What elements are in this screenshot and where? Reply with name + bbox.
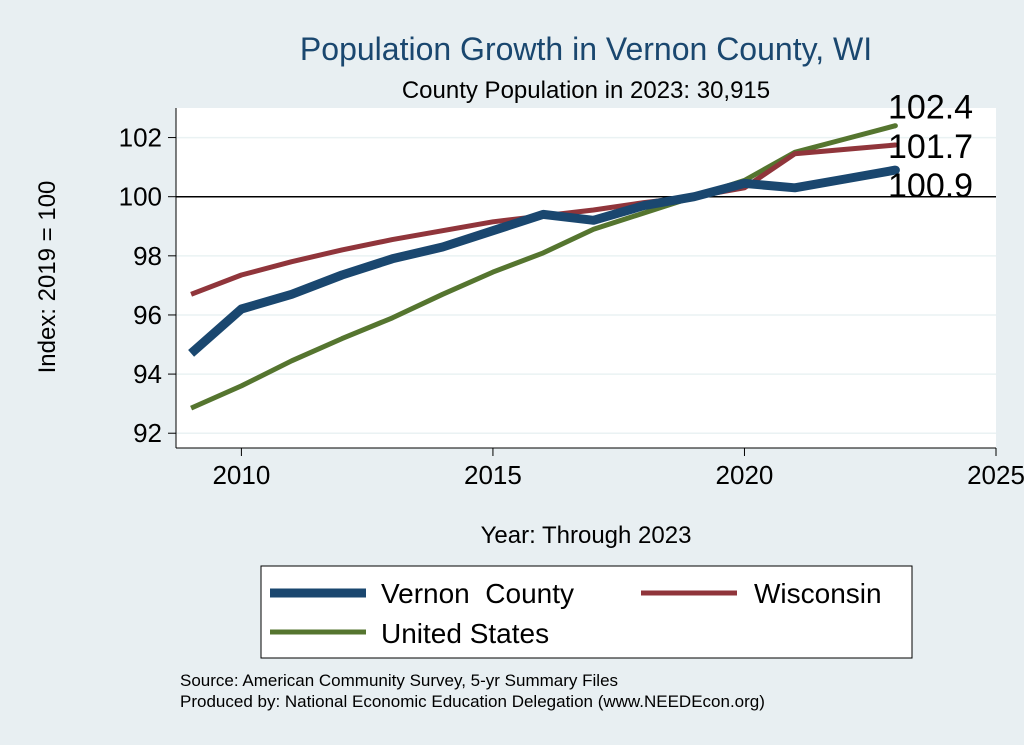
series-end-marker [892, 142, 898, 148]
end-label: 100.9 [888, 167, 973, 205]
series-line-vernon-county [188, 165, 897, 357]
producer-note: Produced by: National Economic Education… [180, 692, 765, 711]
y-tick-label: 102 [119, 123, 162, 153]
plot-area [176, 108, 996, 448]
x-tick-label: 2010 [212, 460, 270, 490]
x-axis-ticks: 2010 2015 2020 2025 [212, 448, 1024, 490]
x-tick-label: 2025 [967, 460, 1024, 490]
chart-title: Population Growth in Vernon County, WI [300, 31, 872, 67]
series-line-united-states [190, 123, 897, 411]
legend-box [260, 565, 913, 659]
series-group [188, 123, 900, 411]
x-tick-label: 2015 [464, 460, 522, 490]
series-end-marker [890, 165, 900, 175]
source-note: Source: American Community Survey, 5-yr … [180, 671, 619, 690]
chart-subtitle: County Population in 2023: 30,915 [402, 77, 770, 104]
footer: Source: American Community Survey, 5-yr … [180, 670, 765, 712]
chart: Population Growth in Vernon County, WI C… [34, 31, 1024, 659]
y-tick-label: 96 [133, 300, 162, 330]
end-label: 102.4 [888, 89, 973, 127]
y-tick-label: 92 [133, 418, 162, 448]
y-axis-label: Index: 2019 = 100 [34, 181, 61, 374]
legend-label-vernon: Vernon County [381, 578, 574, 609]
series-end-marker [892, 123, 898, 129]
y-tick-label: 98 [133, 241, 162, 271]
end-label: 101.7 [888, 128, 973, 166]
y-tick-label: 94 [133, 359, 162, 389]
y-axis-ticks: 92 94 96 98 100 102 [119, 123, 176, 448]
legend-label-wisconsin: Wisconsin [754, 578, 882, 609]
x-tick-label: 2020 [716, 460, 774, 490]
y-tick-label: 100 [119, 182, 162, 212]
legend-label-us: United States [381, 618, 549, 649]
x-axis-label: Year: Through 2023 [481, 522, 692, 549]
